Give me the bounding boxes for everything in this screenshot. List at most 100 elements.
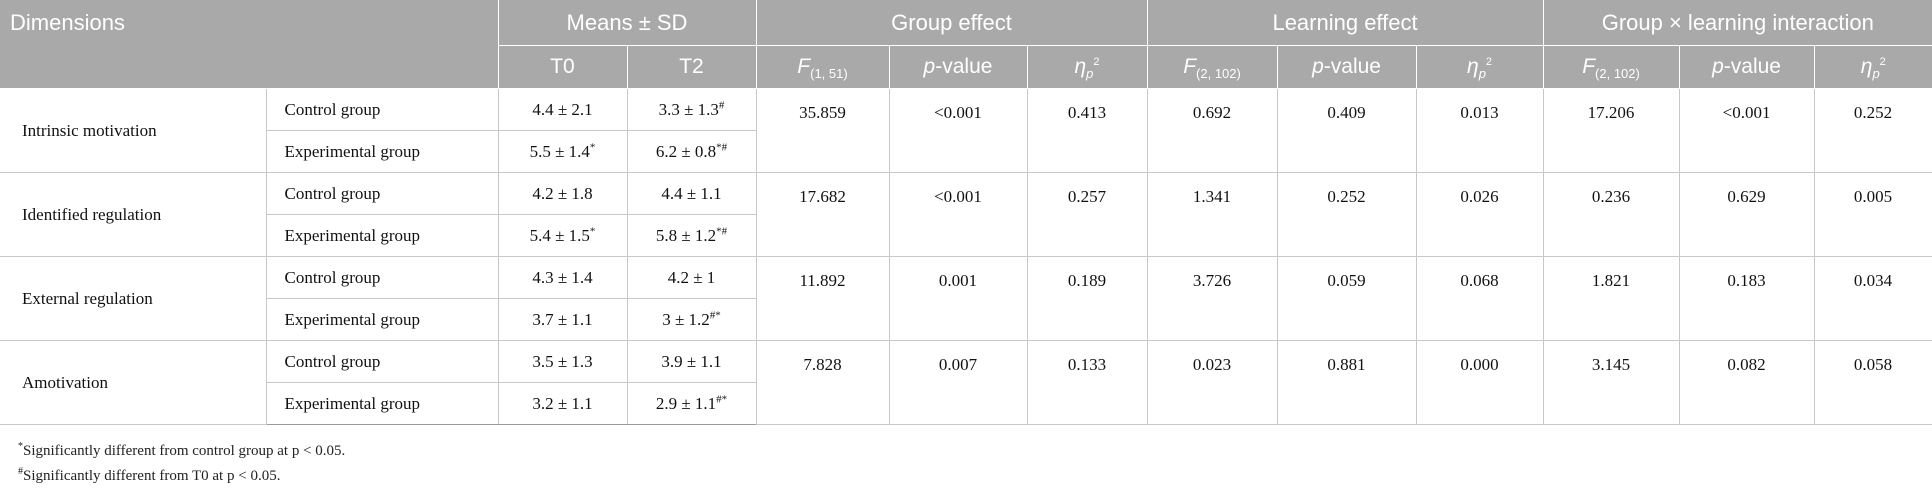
group-f: 35.859 xyxy=(756,88,890,173)
footnote-significant-control: *Significantly different from control gr… xyxy=(18,441,346,460)
interaction-eta: 0.005 xyxy=(1814,172,1932,257)
header-group-eta: ηp2 xyxy=(1027,45,1148,89)
eta-symbol: η xyxy=(1860,55,1873,78)
learning-f: 0.023 xyxy=(1147,340,1278,425)
group-eta: 0.257 xyxy=(1027,172,1148,257)
dimension-cell: Amotivation xyxy=(0,340,267,425)
header-group-f: F(1, 51) xyxy=(756,45,890,89)
dimension-cell: External regulation xyxy=(0,256,267,341)
learning-eta: 0.013 xyxy=(1416,88,1544,173)
interaction-f: 3.145 xyxy=(1543,340,1680,425)
group-p: 0.007 xyxy=(889,340,1028,425)
mean-t0: 3.7 ± 1.1 xyxy=(498,298,628,341)
mean-t2: 4.4 ± 1.1 xyxy=(627,172,757,215)
header-learning-effect: Learning effect xyxy=(1147,0,1544,46)
f-group-df: (1, 51) xyxy=(810,66,848,82)
eta-subscript: p xyxy=(1478,66,1486,82)
group-p: <0.001 xyxy=(889,88,1028,173)
table-row: Identified regulation Control group 4.2 … xyxy=(0,172,1932,257)
header-interaction-p: p-value xyxy=(1679,45,1815,89)
p-symbol: p xyxy=(1712,55,1724,78)
group-p: <0.001 xyxy=(889,172,1028,257)
eta-superscript: 2 xyxy=(1485,56,1493,68)
mean-t2: 5.8 ± 1.2*# xyxy=(627,214,757,257)
mean-t2: 2.9 ± 1.1#* xyxy=(627,382,757,425)
table-row: Intrinsic motivation Control group 4.4 ±… xyxy=(0,88,1932,173)
interaction-eta: 0.252 xyxy=(1814,88,1932,173)
learning-p: 0.059 xyxy=(1277,256,1417,341)
f-symbol: F xyxy=(1582,55,1596,78)
f-symbol: F xyxy=(1183,55,1197,78)
mean-t0: 4.4 ± 2.1 xyxy=(498,88,628,131)
f-interaction-df: (2, 102) xyxy=(1595,66,1640,82)
eta-symbol: η xyxy=(1467,55,1479,78)
header-learning-p: p-value xyxy=(1277,45,1417,89)
header-row-1: Dimensions Means ± SD Group effect Learn… xyxy=(0,0,1932,89)
results-table: Dimensions Means ± SD Group effect Learn… xyxy=(0,0,1932,425)
header-learning-f: F(2, 102) xyxy=(1147,45,1278,89)
learning-p: 0.881 xyxy=(1277,340,1417,425)
eta-subscript: p xyxy=(1086,66,1094,82)
header-group-p: p-value xyxy=(889,45,1028,89)
group-label: Control group xyxy=(266,340,499,383)
mean-t0: 4.3 ± 1.4 xyxy=(498,256,628,299)
interaction-p: 0.183 xyxy=(1679,256,1815,341)
mean-t2: 6.2 ± 0.8*# xyxy=(627,130,757,173)
mean-t0: 5.4 ± 1.5* xyxy=(498,214,628,257)
mean-t0: 3.5 ± 1.3 xyxy=(498,340,628,383)
p-symbol: p xyxy=(1312,55,1324,78)
learning-f: 1.341 xyxy=(1147,172,1278,257)
mean-t0: 4.2 ± 1.8 xyxy=(498,172,628,215)
dimension-cell: Identified regulation xyxy=(0,172,267,257)
learning-f: 0.692 xyxy=(1147,88,1278,173)
table-row: Experimental group 5.4 ± 1.5* 5.8 ± 1.2*… xyxy=(0,214,1932,257)
eta-superscript: 2 xyxy=(1093,56,1100,68)
group-eta: 0.133 xyxy=(1027,340,1148,425)
p-suffix: -value xyxy=(935,55,993,78)
table-row: Amotivation Control group 3.5 ± 1.3 3.9 … xyxy=(0,340,1932,425)
p-suffix: -value xyxy=(1323,55,1381,78)
mean-t2: 3.9 ± 1.1 xyxy=(627,340,757,383)
group-label: Experimental group xyxy=(266,130,499,173)
eta-superscript: 2 xyxy=(1879,56,1886,68)
interaction-eta: 0.034 xyxy=(1814,256,1932,341)
header-t0: T0 xyxy=(498,45,628,89)
learning-p: 0.409 xyxy=(1277,88,1417,173)
header-t2: T2 xyxy=(627,45,757,89)
group-label: Experimental group xyxy=(266,298,499,341)
interaction-f: 17.206 xyxy=(1543,88,1680,173)
learning-p: 0.252 xyxy=(1277,172,1417,257)
header-group-effect: Group effect xyxy=(756,0,1148,46)
mean-t2: 4.2 ± 1 xyxy=(627,256,757,299)
eta-symbol: η xyxy=(1074,55,1087,78)
header-interaction: Group × learning interaction xyxy=(1543,0,1932,46)
footnote-significant-t0: #Significantly different from T0 at p < … xyxy=(18,466,281,485)
group-p: 0.001 xyxy=(889,256,1028,341)
mean-t0: 3.2 ± 1.1 xyxy=(498,382,628,425)
learning-eta: 0.068 xyxy=(1416,256,1544,341)
f-learning-df: (2, 102) xyxy=(1196,66,1241,82)
dimension-cell: Intrinsic motivation xyxy=(0,88,267,173)
mean-t2: 3 ± 1.2#* xyxy=(627,298,757,341)
mean-t0: 5.5 ± 1.4* xyxy=(498,130,628,173)
header-learning-eta: ηp2 xyxy=(1416,45,1544,89)
learning-eta: 0.000 xyxy=(1416,340,1544,425)
group-eta: 0.413 xyxy=(1027,88,1148,173)
group-label: Control group xyxy=(266,256,499,299)
interaction-f: 0.236 xyxy=(1543,172,1680,257)
header-row-2: T0 T2 F(1, 51) p-value ηp2 F(2, 102) p-v… xyxy=(0,45,1932,89)
learning-eta: 0.026 xyxy=(1416,172,1544,257)
table-row: Experimental group 5.5 ± 1.4* 6.2 ± 0.8*… xyxy=(0,130,1932,173)
header-interaction-eta: ηp2 xyxy=(1814,45,1932,89)
interaction-p: 0.629 xyxy=(1679,172,1815,257)
header-interaction-f: F(2, 102) xyxy=(1543,45,1680,89)
group-label: Control group xyxy=(266,88,499,131)
interaction-p: <0.001 xyxy=(1679,88,1815,173)
group-label: Experimental group xyxy=(266,382,499,425)
eta-subscript: p xyxy=(1872,66,1880,82)
interaction-p: 0.082 xyxy=(1679,340,1815,425)
p-symbol: p xyxy=(923,55,936,78)
table-row: External regulation Control group 4.3 ± … xyxy=(0,256,1932,341)
group-eta: 0.189 xyxy=(1027,256,1148,341)
group-label: Experimental group xyxy=(266,214,499,257)
